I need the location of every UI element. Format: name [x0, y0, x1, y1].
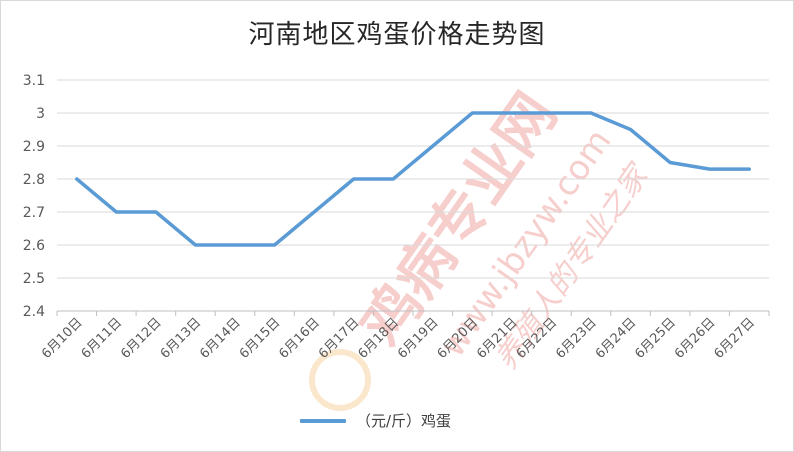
x-tick-label: 6月18日 [356, 315, 403, 362]
x-tick-label: 6月23日 [553, 315, 600, 362]
legend-line-swatch [300, 418, 346, 423]
data-point [75, 177, 79, 181]
y-tick-label: 2.8 [23, 172, 45, 188]
legend: （元/斤）鸡蛋 [300, 410, 451, 431]
y-tick-label: 2.7 [23, 205, 45, 221]
x-tick-label: 6月27日 [712, 315, 759, 362]
x-tick-label: 6月19日 [395, 315, 442, 362]
data-point [273, 243, 277, 247]
data-point [510, 111, 514, 115]
x-tick-label: 6月16日 [276, 315, 323, 362]
x-tick-label: 6月25日 [632, 315, 679, 362]
data-point [312, 210, 316, 214]
data-point [154, 210, 158, 214]
data-point [629, 128, 633, 131]
data-point [549, 111, 553, 115]
legend-label: （元/斤）鸡蛋 [356, 412, 452, 430]
chart-title: 河南地区鸡蛋价格走势图 [248, 20, 546, 50]
y-tick-label: 2.4 [23, 304, 45, 320]
x-tick-label: 6月20日 [435, 315, 482, 362]
data-point [708, 167, 712, 171]
data-point [352, 177, 356, 181]
x-tick-label: 6月21日 [474, 315, 521, 362]
data-point [589, 111, 593, 115]
x-tick-label: 6月14日 [197, 315, 244, 362]
y-tick-label: 3 [36, 106, 45, 122]
data-point [193, 243, 197, 247]
data-point [114, 210, 118, 214]
y-tick-label: 2.5 [23, 271, 45, 287]
y-tick-label: 2.6 [23, 238, 45, 254]
x-tick-label: 6月15日 [237, 315, 284, 362]
x-tick-label: 6月10日 [39, 315, 86, 362]
y-tick-label: 2.9 [23, 139, 45, 155]
data-point [431, 144, 435, 148]
x-tick-label: 6月24日 [593, 315, 640, 362]
series-line [75, 111, 751, 247]
x-tick-label: 6月17日 [316, 315, 363, 362]
data-point [668, 161, 672, 164]
x-tick-label: 6月13日 [158, 315, 205, 362]
x-tick-label: 6月11日 [79, 315, 126, 362]
data-point [470, 111, 474, 115]
x-tick-label: 6月26日 [672, 315, 719, 362]
data-point [233, 243, 237, 247]
data-point [747, 167, 751, 171]
y-tick-label: 3.1 [23, 73, 45, 89]
x-tick-label: 6月12日 [118, 315, 165, 362]
x-tick-label: 6月22日 [514, 315, 561, 362]
data-point [391, 177, 395, 181]
